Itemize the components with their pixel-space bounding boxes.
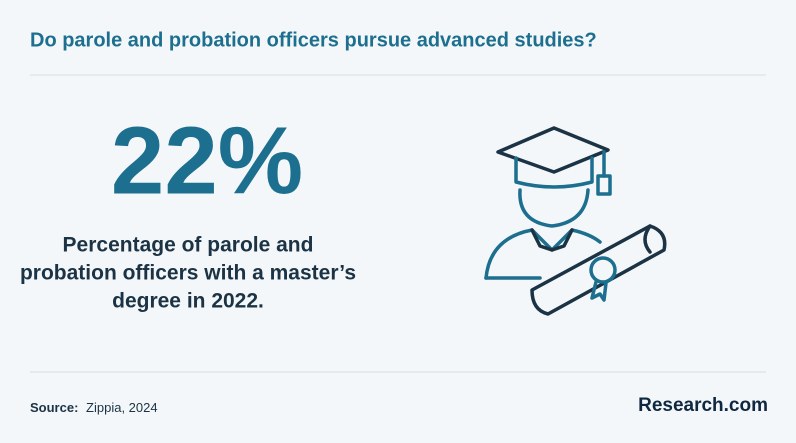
stat-value: 22% [111,107,303,214]
description-line: probation officers with a master’s [20,262,356,285]
title: Do parole and probation officers pursue … [30,29,597,51]
stat-description: Percentage of parole and probation office… [20,234,356,313]
description-line: Percentage of parole and [63,234,314,257]
source-text: Zippia, 2024 [86,400,158,415]
source-label: Source: [30,400,78,415]
graduate-icon [484,126,667,316]
description-line: degree in 2022. [112,290,264,313]
source: Source: Zippia, 2024 [30,400,158,415]
brand: Research.com [638,395,768,416]
